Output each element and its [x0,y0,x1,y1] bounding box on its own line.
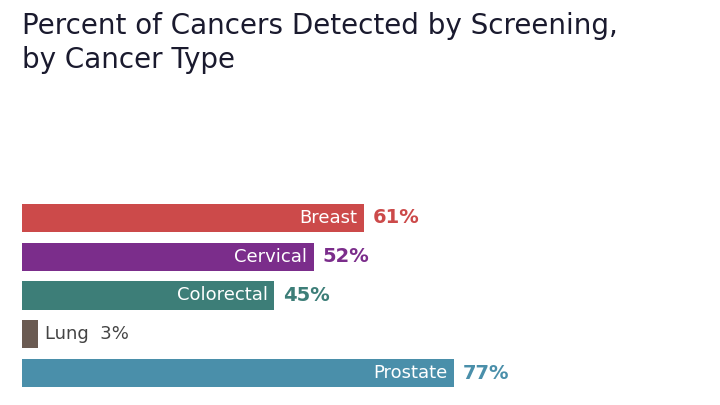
Text: Percent of Cancers Detected by Screening,
by Cancer Type: Percent of Cancers Detected by Screening… [22,12,618,74]
Text: Colorectal: Colorectal [176,286,268,305]
Text: Lung  3%: Lung 3% [45,326,129,343]
Text: Prostate: Prostate [373,364,447,382]
Text: 52%: 52% [322,247,369,266]
Text: 77%: 77% [462,364,509,383]
Bar [22,320,38,348]
Text: Cervical: Cervical [234,247,307,266]
Text: 45%: 45% [283,286,330,305]
Text: Breast: Breast [300,209,357,227]
Bar [22,243,314,271]
Bar [22,359,454,388]
Text: 61%: 61% [373,208,419,227]
Bar [22,281,274,309]
Bar [22,204,364,232]
